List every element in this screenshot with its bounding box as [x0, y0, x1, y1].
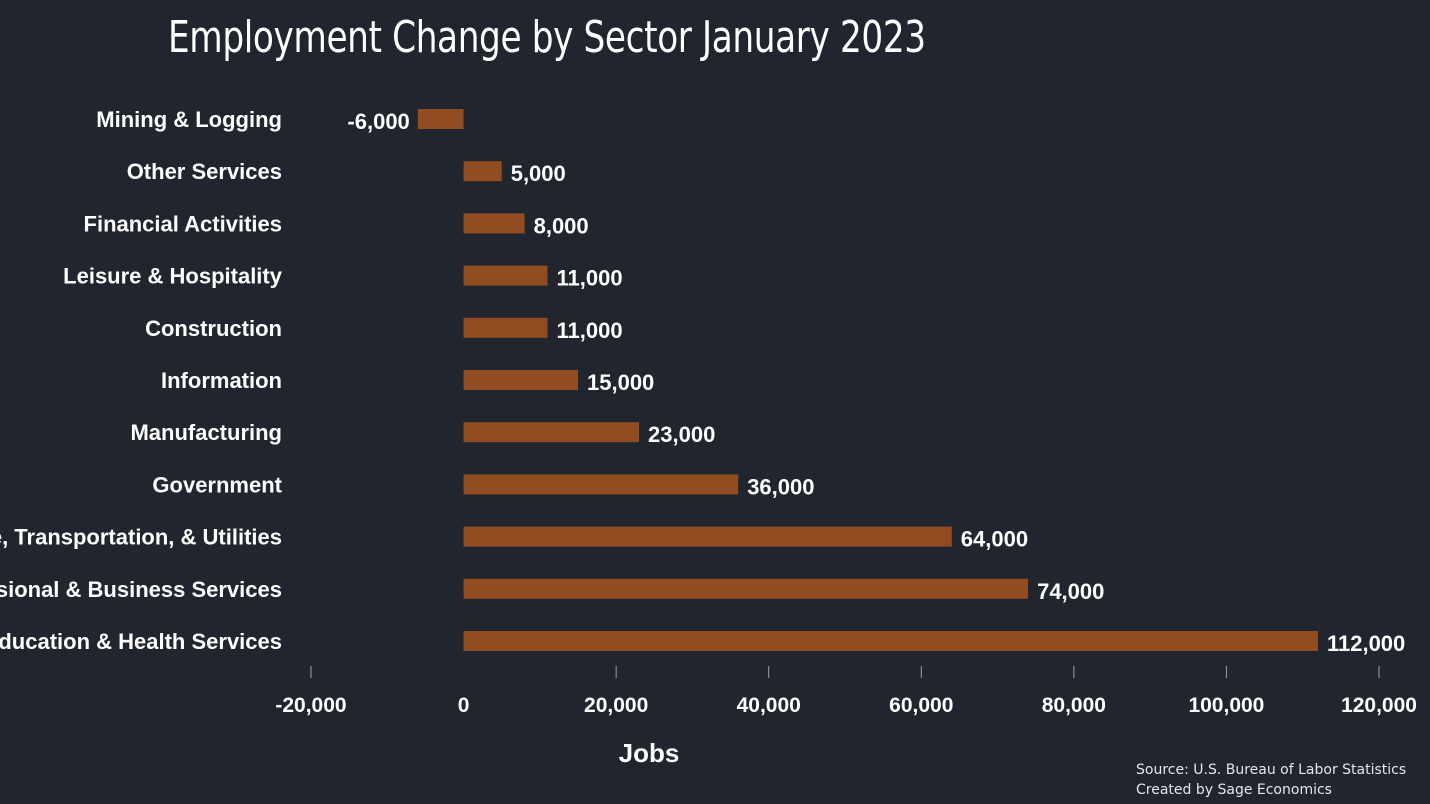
x-tick-label: 120,000 [1341, 694, 1417, 717]
category-label: Other Services [127, 159, 282, 184]
value-label: 36,000 [747, 474, 814, 499]
bar [463, 631, 1318, 651]
x-tick-label: 0 [458, 694, 470, 717]
x-tick-label: 100,000 [1188, 694, 1264, 717]
x-tick-label: 60,000 [889, 694, 953, 717]
bar [463, 161, 502, 182]
bar [417, 109, 464, 129]
x-axis: -20,000 0 20,000 40,000 60,000 80,000 100,000 1… [275, 666, 1417, 717]
value-label: 15,000 [587, 370, 654, 395]
category-labels: Mining & Logging Other Services Financial … [0, 107, 283, 654]
category-label: Professional & Business Services [0, 577, 282, 602]
value-label: 74,000 [1037, 579, 1104, 604]
source-note: Source: U.S. Bureau of Labor Statistics … [1136, 760, 1406, 800]
chart-title: Employment Change by Sector January 2023 [168, 12, 926, 63]
bar [463, 317, 548, 338]
category-label: Government [152, 472, 282, 497]
bar [463, 578, 1029, 599]
bar [463, 526, 952, 547]
value-label: 11,000 [556, 266, 622, 291]
x-tick-label: 20,000 [584, 694, 648, 717]
category-label: Trade, Transportation, & Utilities [0, 525, 282, 550]
bar [463, 370, 578, 390]
category-label: Education & Health Services [0, 629, 282, 654]
source-line: Source: U.S. Bureau of Labor Statistics [1136, 762, 1407, 778]
value-label: 112,000 [1327, 631, 1405, 656]
bar [463, 213, 525, 234]
x-tick-label: 80,000 [1042, 694, 1106, 717]
category-label: Leisure & Hospitality [63, 264, 283, 289]
value-label: 11,000 [556, 318, 622, 343]
bar [463, 474, 739, 495]
x-tick-label: 40,000 [737, 694, 801, 717]
category-label: Mining & Logging [96, 107, 282, 132]
x-tick-label: -20,000 [275, 694, 346, 717]
category-label: Information [161, 368, 282, 393]
credit-line: Created by Sage Economics [1136, 782, 1332, 798]
value-label: 5,000 [511, 161, 566, 186]
category-label: Construction [145, 316, 282, 341]
bars-layer [417, 109, 1318, 651]
value-label: -6,000 [347, 109, 409, 134]
value-label: 8,000 [534, 213, 589, 238]
category-label: Financial Activities [84, 211, 282, 236]
x-axis-title: Jobs [619, 738, 680, 768]
value-label: 23,000 [648, 422, 715, 447]
value-labels: -6,000 5,000 8,000 11,000 11,000 15,000 23,000… [347, 109, 1405, 656]
category-label: Manufacturing [130, 420, 282, 445]
bar [463, 265, 548, 286]
bar [463, 422, 640, 443]
value-label: 64,000 [961, 527, 1028, 552]
